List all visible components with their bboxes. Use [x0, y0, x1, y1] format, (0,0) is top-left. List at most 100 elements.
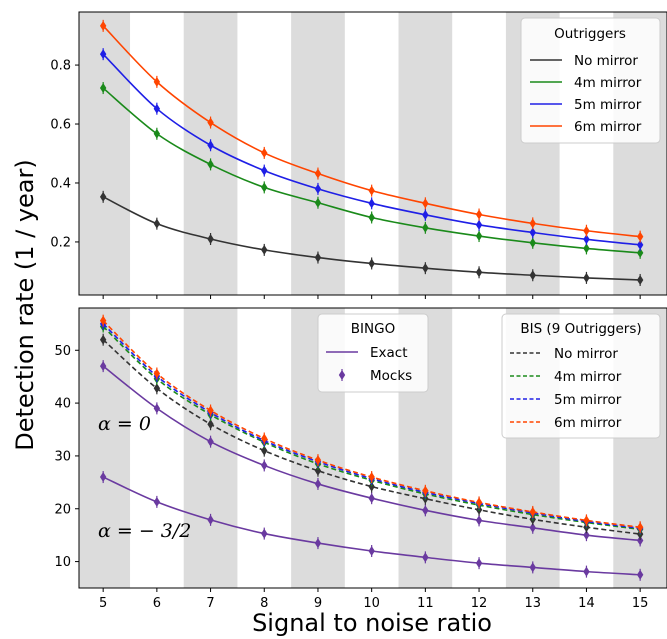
top-6m-mirror-3-point-14	[583, 225, 590, 236]
top-5m-mirror-2-point-8	[261, 165, 268, 176]
annotation-alpha-neg: α = − 3/2	[98, 520, 191, 542]
top-5m-mirror-2-point-14	[583, 234, 590, 245]
bottom-6m-mirror-5-point-11	[422, 485, 429, 496]
top-5m-mirror-2-point-12	[475, 219, 483, 230]
bottom-exact-1-point-6	[153, 496, 161, 507]
xtick-label-9: 9	[314, 596, 322, 611]
bottom-frame	[78, 307, 667, 589]
bottom-no-mirror-2-point-10	[368, 481, 375, 492]
bottom-band-7	[183, 308, 238, 588]
axes-frames	[78, 11, 667, 589]
top-no-mirror-0-point-6	[153, 218, 161, 229]
xtick-label-14: 14	[578, 596, 595, 611]
top-no-mirror-0-point-15	[636, 274, 644, 285]
top-6m-mirror-3-point-13	[529, 218, 536, 229]
top-4m-mirror-1-point-10	[368, 212, 375, 223]
legend-label-5m-mirror: 5m mirror	[574, 97, 642, 113]
bottom-exact-0-point-7	[207, 436, 214, 447]
top-6m-mirror-3-point-15	[636, 231, 644, 242]
bottom-no-mirror-2-point-5	[99, 334, 107, 345]
top-6m-mirror-3-point-5	[99, 20, 107, 31]
top-6m-mirror-3-point-8	[261, 147, 268, 158]
bottom-exact-0-point-15	[636, 535, 644, 546]
top-band-5	[79, 12, 131, 295]
bottom-6m-mirror-5-point-14	[583, 515, 590, 526]
bottom-6m-mirror-5-point-7	[207, 405, 214, 416]
bottom-ytick-label-50: 50	[54, 344, 71, 359]
top-ytick-label-0.6: 0.6	[50, 118, 71, 133]
legend-bis: BIS (9 Outriggers) No mirror 4m mirror 5…	[501, 313, 661, 439]
xtick-label-12: 12	[471, 596, 488, 611]
top-4m-mirror-1-point-5	[99, 83, 107, 94]
bottom-ytick-label-20: 20	[54, 502, 71, 517]
legend-bis-box	[501, 313, 661, 439]
top-5m-mirror-2-point-11	[422, 209, 429, 220]
bottom-exact-0-point-6	[153, 403, 161, 414]
bottom-exact-1-point-10	[368, 546, 375, 557]
top-band-11	[398, 12, 453, 295]
top-no-mirror-0-point-13	[529, 270, 536, 281]
xtick-label-5: 5	[99, 596, 107, 611]
bottom-panel-series	[99, 314, 644, 581]
legend-label-mocks: Mocks	[370, 368, 412, 384]
legend-outriggers-title: Outriggers	[554, 26, 626, 42]
bottom-no-mirror-2-point-7	[207, 419, 214, 430]
top-5m-mirror-2-point-7	[207, 140, 214, 151]
xtick-label-6: 6	[153, 596, 161, 611]
bottom-exact-0-point-11	[422, 505, 429, 516]
bottom-band-5	[79, 308, 131, 588]
top-4m-mirror-1-point-13	[529, 237, 536, 248]
legend-label-bis-no-mirror: No mirror	[554, 346, 618, 362]
top-5m-mirror-2-point-6	[153, 103, 161, 114]
top-no-mirror-0-point-9	[314, 252, 322, 263]
legend-bingo-box	[317, 313, 429, 393]
top-4m-mirror-1-point-6	[153, 128, 161, 139]
top-ytick-label-0.8: 0.8	[50, 59, 71, 74]
top-no-mirror-0-point-8	[261, 244, 268, 255]
bottom-6m-mirror-5-point-13	[529, 506, 536, 517]
top-6m-mirror-3-point-11	[422, 198, 429, 209]
top-no-mirror-0-point-7	[207, 233, 214, 244]
legend-swatch-mocks	[338, 369, 346, 381]
legend-label-exact: Exact	[370, 345, 408, 361]
bottom-exact-1-point-5	[99, 472, 107, 483]
top-5m-mirror-2-point-10	[368, 198, 375, 209]
legend-label-bis-4m-mirror: 4m mirror	[554, 369, 622, 385]
xtick-label-10: 10	[363, 596, 380, 611]
bottom-no-mirror-2-point-8	[261, 445, 268, 456]
bottom-exact-0-point-9	[314, 478, 322, 489]
bottom-exact-1-point-9	[314, 538, 322, 549]
bottom-exact-0-point-14	[583, 530, 590, 541]
top-6m-mirror-3-point-12	[475, 209, 483, 220]
top-5m-mirror-2-point-15	[636, 239, 644, 250]
top-no-mirror-0-point-10	[368, 258, 375, 269]
bottom-6m-mirror-5-point-12	[475, 497, 483, 508]
top-5m-mirror-2-point-13	[529, 227, 536, 238]
bottom-exact-0-point-5	[99, 361, 107, 372]
bottom-exact-1-point-7	[207, 514, 214, 525]
x-axis-label: Signal to noise ratio	[252, 609, 492, 637]
top-4m-mirror-1-point-9	[314, 197, 322, 208]
bottom-exact-0-point-12	[475, 515, 483, 526]
bottom-6m-mirror-5-point-6	[153, 368, 161, 379]
bottom-no-mirror-2-line	[102, 339, 641, 535]
legend-outriggers: Outriggers No mirror 4m mirror 5m mirror…	[520, 17, 661, 144]
xtick-label-7: 7	[206, 596, 214, 611]
bottom-exact-1-point-12	[475, 558, 483, 569]
bottom-no-mirror-2-point-6	[153, 383, 161, 394]
bottom-exact-0-point-13	[529, 522, 536, 533]
bottom-exact-0-point-10	[368, 493, 375, 504]
xtick-label-15: 15	[632, 596, 649, 611]
top-no-mirror-0-point-11	[422, 263, 429, 274]
top-frame	[78, 11, 667, 296]
legend-label-bis-5m-mirror: 5m mirror	[554, 392, 622, 408]
top-band-9	[291, 12, 345, 295]
legend-bingo-title: BINGO	[351, 321, 395, 337]
bottom-exact-0-point-8	[261, 460, 268, 471]
top-4m-mirror-1-point-8	[261, 182, 268, 193]
top-no-mirror-0-point-14	[583, 272, 590, 283]
bottom-6m-mirror-5-point-8	[261, 433, 268, 444]
top-panel-series	[99, 19, 644, 286]
top-6m-mirror-3-point-6	[153, 76, 161, 87]
legend-label-4m-mirror: 4m mirror	[574, 75, 642, 91]
